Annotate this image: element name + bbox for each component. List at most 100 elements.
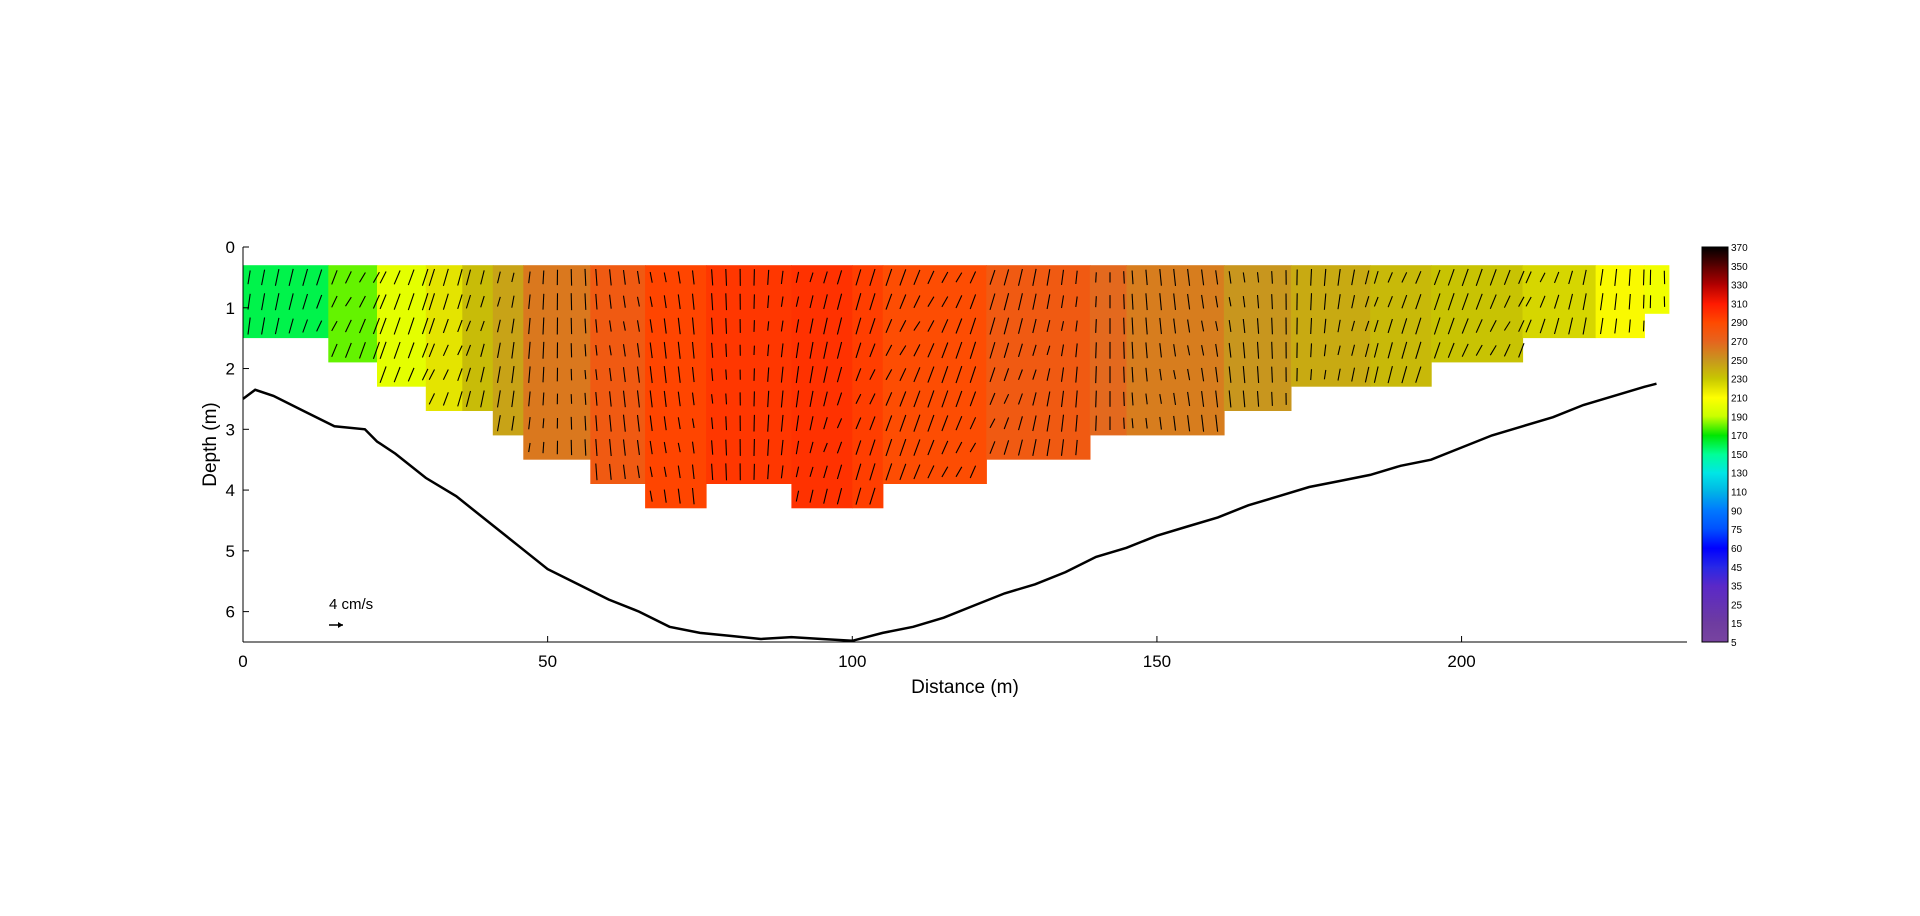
velocity-vector-135	[584, 392, 587, 405]
velocity-vector-285	[809, 441, 814, 454]
reference-vector-label: 4 cm/s	[329, 596, 373, 613]
velocity-vector-202	[677, 465, 681, 479]
colorbar-segment-13	[1702, 491, 1728, 511]
velocity-vector-521	[1228, 366, 1232, 383]
velocity-vector-321	[869, 343, 876, 358]
velocity-vector-181	[649, 440, 653, 455]
colorbar-tick-label-270: 270	[1731, 337, 1748, 348]
velocity-vector-63	[442, 344, 449, 357]
velocity-vector-64	[442, 369, 449, 380]
velocity-vector-21	[331, 343, 338, 358]
velocity-vector-159	[622, 344, 626, 357]
velocity-vector-274	[795, 415, 800, 432]
velocity-vector-169	[636, 366, 640, 383]
velocity-vector-6	[274, 268, 280, 286]
velocity-vector-477	[1145, 317, 1148, 335]
velocity-vector-277	[795, 490, 800, 502]
velocity-vector-410	[1017, 343, 1023, 358]
colorbar-segment-1	[1702, 265, 1728, 286]
velocity-vector-574	[1364, 320, 1370, 332]
contour-cell-13	[986, 265, 1091, 460]
velocity-vector-373	[955, 272, 963, 283]
velocity-vector-518	[1228, 297, 1232, 307]
velocity-vector-97	[511, 415, 515, 431]
velocity-vector-212	[691, 464, 695, 480]
velocity-vector-271	[795, 342, 800, 359]
contour-cell-21	[1595, 265, 1645, 339]
velocity-vector-168	[636, 343, 640, 358]
velocity-vector-497	[1187, 293, 1191, 310]
velocity-vector-183	[649, 490, 653, 502]
velocity-vector-424	[1046, 294, 1051, 310]
velocity-vector-101	[528, 341, 531, 359]
velocity-vector-591	[1401, 366, 1408, 384]
velocity-vector-439	[1075, 270, 1078, 285]
velocity-vector-589	[1401, 318, 1408, 334]
velocity-vector-463	[1123, 317, 1125, 335]
velocity-vector-525	[1242, 318, 1246, 334]
colorbar-tick-label-290: 290	[1731, 318, 1748, 329]
velocity-vector-528	[1242, 390, 1246, 408]
contour-cell-7	[590, 265, 646, 484]
velocity-vector-176	[649, 319, 653, 333]
velocity-vector-306	[836, 464, 843, 480]
velocity-vector-295	[823, 442, 828, 453]
velocity-vector-628	[1539, 272, 1546, 283]
velocity-vector-649	[1642, 269, 1645, 286]
velocity-vector-111	[542, 392, 545, 406]
velocity-vector-645	[1614, 318, 1618, 334]
velocity-vector-496	[1187, 268, 1191, 286]
x-tick-label-100: 100	[838, 652, 866, 671]
velocity-vector-404	[1003, 393, 1010, 404]
velocity-vector-94	[511, 342, 515, 359]
velocity-vector-399	[1003, 269, 1010, 286]
velocity-vector-50	[421, 293, 429, 311]
velocity-vector-208	[691, 367, 695, 383]
velocity-vector-398	[989, 441, 996, 454]
velocity-vector-552	[1310, 268, 1313, 286]
velocity-vector-227	[725, 369, 728, 380]
velocity-vector-200	[677, 417, 681, 430]
velocity-vector-104	[528, 417, 531, 430]
velocity-vector-301	[836, 341, 843, 359]
velocity-vector-213	[691, 487, 695, 505]
velocity-vector-60	[442, 268, 449, 287]
velocity-vector-579	[1373, 319, 1379, 333]
velocity-vector-499	[1187, 345, 1191, 356]
velocity-vector-453	[1095, 415, 1097, 431]
velocity-vector-305	[836, 441, 843, 454]
contour-cell-9	[706, 265, 792, 484]
velocity-vector-147	[609, 269, 612, 286]
velocity-vector-474	[1131, 418, 1134, 429]
velocity-vector-25	[344, 342, 352, 358]
velocity-vector-287	[809, 489, 814, 503]
contour-cell-5	[492, 265, 524, 436]
colorbar-frame	[1701, 246, 1729, 643]
velocity-vector-217	[711, 342, 714, 358]
velocity-vector-96	[511, 390, 515, 408]
velocity-vector-54	[428, 268, 436, 286]
velocity-vector-184	[663, 272, 667, 283]
velocity-vector-260	[780, 296, 784, 307]
velocity-vector-167	[636, 320, 640, 332]
velocity-vector-280	[809, 318, 814, 334]
velocity-vector-357	[927, 320, 935, 332]
velocity-vector-593	[1415, 294, 1422, 310]
velocity-vector-174	[649, 271, 653, 283]
velocity-vector-553	[1310, 293, 1313, 311]
velocity-vector-79	[480, 295, 485, 308]
velocity-vector-210	[691, 418, 695, 429]
velocity-vector-611	[1475, 319, 1483, 333]
colorbar-tick-label-35: 35	[1731, 582, 1743, 593]
velocity-vector-299	[836, 293, 843, 310]
velocity-vector-230	[725, 439, 728, 456]
velocity-vector-644	[1614, 293, 1618, 311]
velocity-vector-370	[941, 415, 949, 432]
y-tick-label-5: 5	[226, 542, 235, 561]
velocity-vector-358	[927, 343, 935, 358]
velocity-vector-646	[1628, 268, 1631, 286]
velocity-vector-199	[677, 391, 681, 407]
velocity-vector-523	[1242, 272, 1246, 283]
velocity-vector-309	[855, 293, 862, 311]
velocity-vector-0	[247, 270, 251, 285]
